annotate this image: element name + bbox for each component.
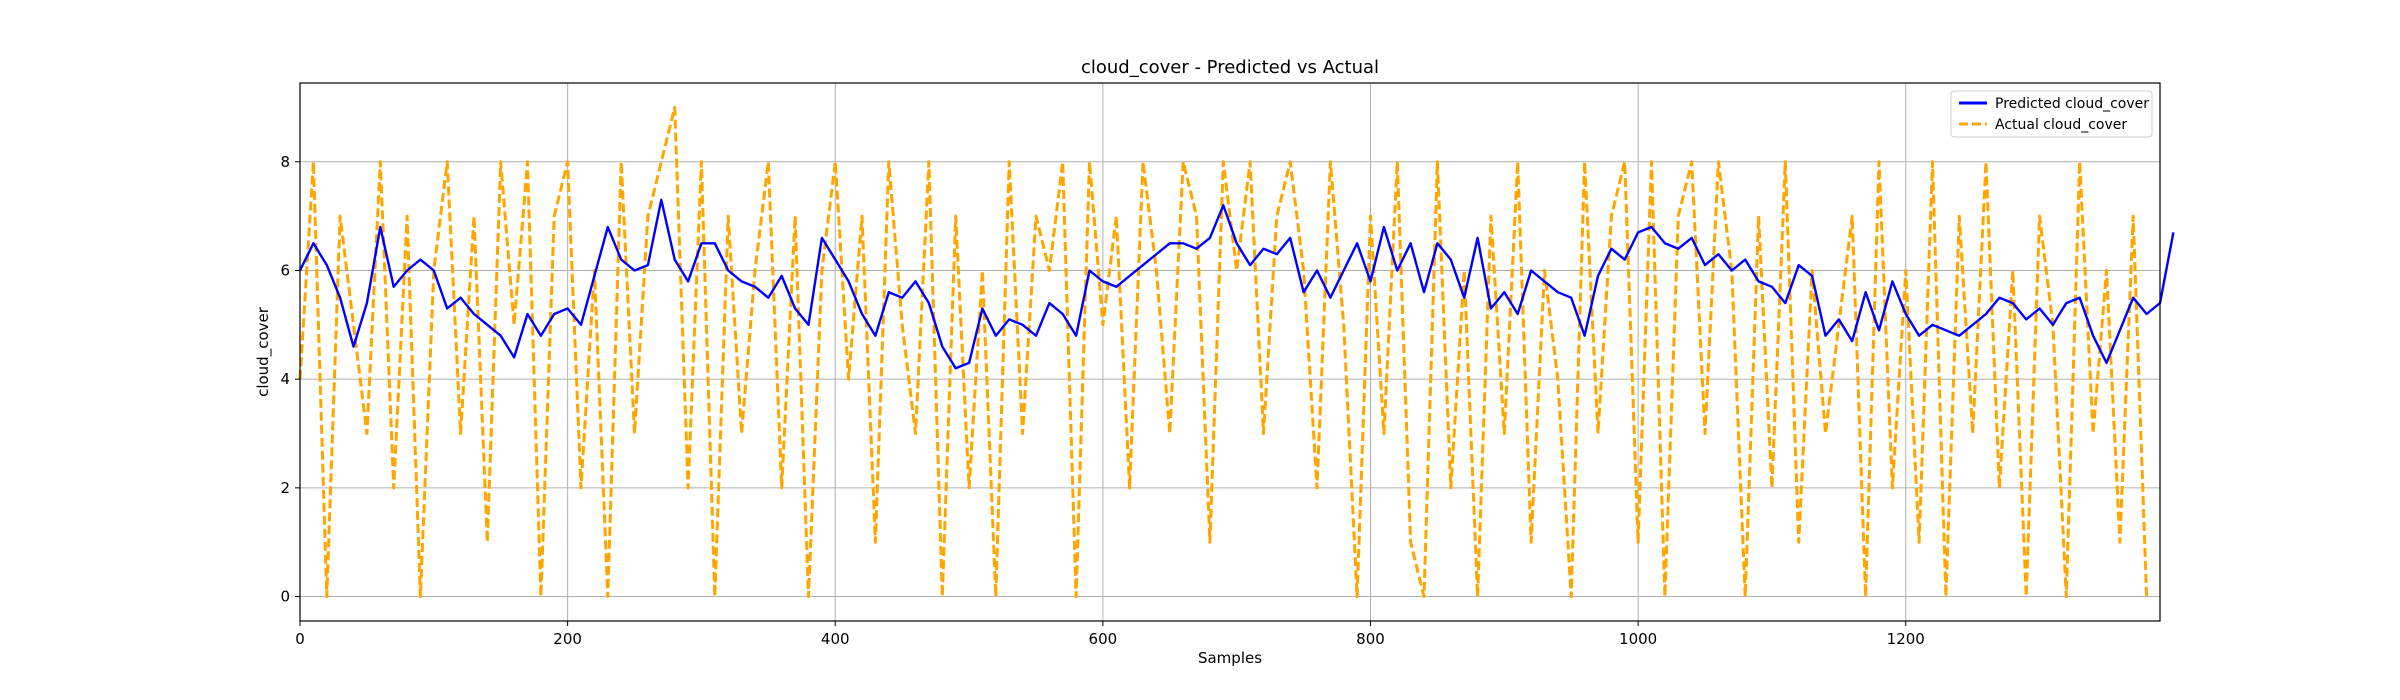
chart-title: cloud_cover - Predicted vs Actual (1081, 57, 1379, 78)
legend-label-actual: Actual cloud_cover (1995, 117, 2127, 133)
plot-area-frame (299, 82, 2161, 622)
y-tick-label: 2 (280, 479, 290, 497)
y-tick-label: 4 (280, 370, 290, 388)
x-tick-label: 1000 (1619, 630, 1657, 648)
legend-box (1950, 90, 2153, 138)
x-tick-label: 600 (1089, 630, 1118, 648)
series-group (298, 106, 2175, 598)
legend: Predicted cloud_cover Actual cloud_cover (1950, 90, 2153, 138)
x-tick-label: 800 (1356, 630, 1385, 648)
y-axis-label: cloud_cover (254, 306, 273, 397)
x-tick-label: 1200 (1887, 630, 1925, 648)
x-tick-label: 0 (295, 630, 305, 648)
x-tick-label: 200 (553, 630, 582, 648)
y-tick-label: 6 (280, 261, 290, 279)
axis-ticks: 0 200 400 600 800 1000 1200 0 2 4 6 8 (280, 153, 1924, 648)
actual-series-line (298, 106, 2149, 598)
x-axis-label: Samples (1198, 649, 1262, 667)
legend-label-predicted: Predicted cloud_cover (1995, 96, 2149, 112)
x-tick-label: 400 (821, 630, 850, 648)
y-tick-label: 8 (280, 153, 290, 171)
y-tick-label: 0 (280, 588, 290, 606)
predicted-series-line (298, 198, 2175, 370)
